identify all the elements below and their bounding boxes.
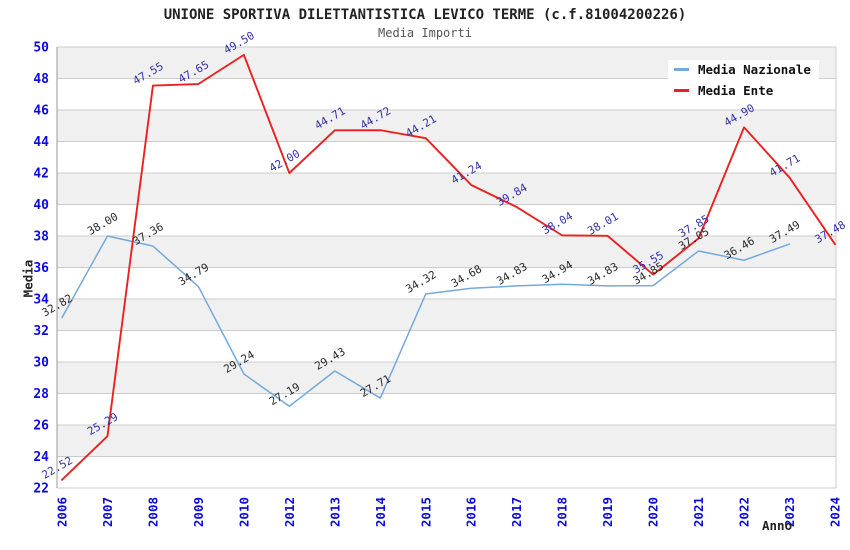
- y-tick-label: 24: [33, 450, 49, 465]
- x-tick-label: 2023: [782, 497, 797, 527]
- x-tick-label: 2024: [828, 497, 843, 527]
- legend-item-media-ente: Media Ente: [668, 81, 782, 100]
- plot-band: [57, 173, 836, 205]
- x-tick-label: 2010: [236, 497, 251, 527]
- x-tick-label: 2007: [100, 497, 115, 527]
- y-tick-label: 36: [33, 261, 49, 276]
- series-line-media-ente: [61, 53, 836, 481]
- x-tick-label: 2013: [327, 497, 342, 527]
- legend-label-media-nazionale: Media Nazionale: [698, 62, 811, 77]
- point-label-media-ente: 42.00: [267, 147, 302, 175]
- y-tick-label: 46: [33, 104, 49, 119]
- legend-item-media-nazionale: Media Nazionale: [668, 60, 819, 79]
- point-label-media-ente: 38.01: [585, 210, 620, 238]
- point-label-media-nazionale: 38.00: [85, 210, 120, 238]
- x-axis-title: Anno: [762, 518, 793, 533]
- x-tick-label: 2018: [555, 497, 570, 527]
- y-tick-label: 32: [33, 324, 49, 339]
- legend-label-media-ente: Media Ente: [698, 83, 774, 98]
- plot-band: [57, 299, 836, 331]
- x-tick-label: 2017: [509, 497, 524, 527]
- plot-band: [57, 362, 836, 394]
- x-tick-label: 2022: [737, 497, 752, 527]
- chart-subtitle: Media Importi: [378, 26, 472, 40]
- y-tick-label: 42: [33, 167, 49, 182]
- legend-swatch-media-nazionale-icon: [674, 68, 689, 71]
- point-label-media-nazionale: 34.32: [403, 268, 438, 296]
- y-tick-label: 50: [33, 41, 49, 56]
- y-tick-label: 40: [33, 198, 49, 213]
- x-tick-label: 2012: [282, 497, 297, 527]
- y-axis-title: Media: [20, 259, 36, 298]
- chart-legend: Media Nazionale Media Ente: [668, 60, 819, 100]
- x-tick-label: 2016: [464, 497, 479, 527]
- y-tick-label: 38: [33, 230, 49, 245]
- x-tick-label: 2008: [145, 497, 160, 527]
- y-tick-label: 26: [33, 419, 49, 434]
- x-tick-label: 2020: [646, 497, 661, 527]
- series-line-media-nazionale: [61, 235, 791, 408]
- x-tick-label: 2015: [418, 497, 433, 527]
- x-tick-label: 2014: [373, 497, 388, 527]
- x-tick-label: 2021: [691, 497, 706, 527]
- plot-band: [57, 110, 836, 142]
- y-tick-label: 28: [33, 387, 49, 402]
- plot-band: [57, 425, 836, 457]
- y-tick-label: 22: [33, 482, 49, 497]
- y-tick-label: 48: [33, 72, 49, 87]
- x-tick-label: 2006: [55, 497, 70, 527]
- y-tick-label: 30: [33, 356, 49, 371]
- x-tick-label: 2019: [600, 497, 615, 527]
- x-tick-label: 2009: [191, 497, 206, 527]
- y-tick-label: 34: [33, 293, 49, 308]
- y-tick-label: 44: [33, 135, 49, 150]
- legend-swatch-media-ente-icon: [674, 89, 689, 92]
- chart-title: UNIONE SPORTIVA DILETTANTISTICA LEVICO T…: [163, 7, 687, 23]
- plot-band: [57, 236, 836, 268]
